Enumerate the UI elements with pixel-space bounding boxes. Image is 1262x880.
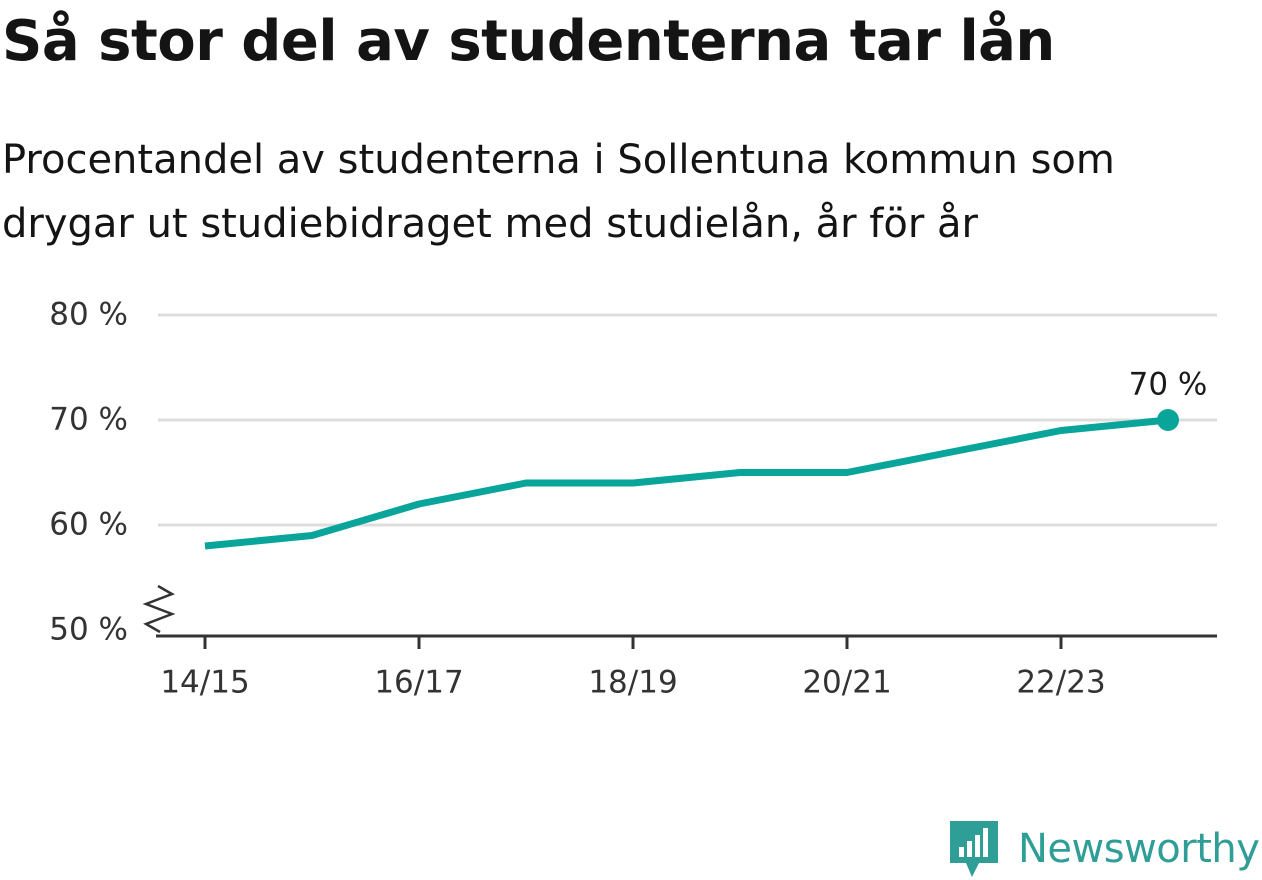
newsworthy-logo-icon [950,821,998,877]
x-tick-label: 16/17 [374,665,463,701]
chart-title: Så stor del av studenterna tar lån [2,9,1055,74]
y-tick-label: 80 % [49,297,128,333]
x-tick-label: 14/15 [160,665,249,701]
y-tick-label: 50 % [49,612,128,648]
newsworthy-brand[interactable]: Newsworthy [948,818,1260,880]
axes [142,584,1217,649]
series-layer [204,409,1179,550]
y-tick-label: 60 % [49,507,128,543]
brand-name: Newsworthy [1018,826,1260,872]
x-tick-label: 20/21 [802,665,891,701]
y-tick-label: 70 % [49,402,128,438]
x-tick-label: 22/23 [1016,665,1105,701]
series-line [204,416,1169,550]
axis-break-icon [142,584,176,634]
gridlines [158,313,1217,527]
end-point-marker [1157,409,1179,431]
labels: 50 % 60 % 70 % 80 % 14/15 16/17 18/19 20/21 22/2… [49,297,1207,701]
x-tick-label: 18/19 [588,665,677,701]
chart-subtitle: Procentandel av studenterna i Sollentuna… [2,137,1115,247]
end-value-label: 70 % [1129,367,1208,403]
